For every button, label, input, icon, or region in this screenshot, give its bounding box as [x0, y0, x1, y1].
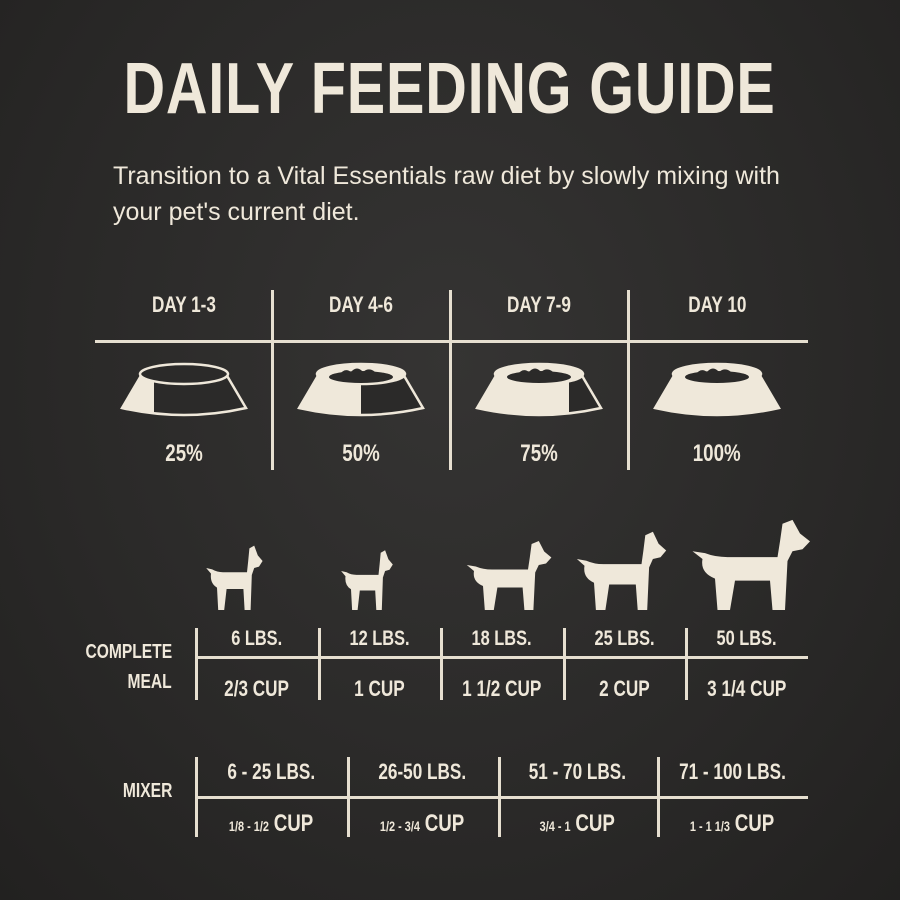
weight-range-cell: 6 - 25 LBS.: [227, 759, 315, 784]
divider: [347, 757, 350, 837]
weight-range-cell: 26-50 LBS.: [378, 759, 467, 784]
large-dog-icon: [692, 519, 810, 610]
divider: [440, 628, 443, 700]
divider: [449, 290, 452, 470]
day-header: DAY 10: [687, 292, 747, 317]
percent-label: 25%: [165, 440, 203, 467]
amount-cell: 3/4 - 1 CUP: [498, 810, 657, 838]
food-bowl-icon: [297, 362, 425, 417]
weight-range-cell: 51 - 70 LBS.: [528, 759, 627, 784]
amount-range: 1 - 1 1/3: [690, 818, 731, 834]
amount-cell: 1/2 - 3/4 CUP: [347, 810, 498, 838]
day-header: DAY 1-3: [152, 292, 216, 317]
weight-cell: 50 LBS.: [716, 627, 777, 650]
percent-label: 100%: [693, 440, 741, 467]
weight-cell: 6 LBS.: [231, 627, 282, 650]
day-header: DAY 4-6: [329, 292, 393, 317]
divider: [195, 628, 198, 700]
subtitle: Transition to a Vital Essentials raw die…: [113, 162, 780, 226]
divider: [498, 757, 501, 837]
percent-label: 50%: [342, 440, 380, 467]
food-bowl-icon: [653, 362, 781, 417]
amount-range: 1/2 - 3/4: [380, 818, 421, 834]
poodle-icon: [341, 550, 393, 610]
unit-label: CUP: [735, 810, 775, 837]
weight-cell: 25 LBS.: [594, 627, 655, 650]
page-title: DAILY FEEDING GUIDE: [0, 48, 900, 130]
food-bowl-icon: [120, 362, 248, 417]
divider: [685, 628, 688, 700]
title-text: DAILY FEEDING GUIDE: [123, 49, 777, 129]
divider: [563, 628, 566, 700]
amount-cell: 1 CUP: [354, 676, 405, 701]
divider: [195, 656, 808, 659]
divider: [195, 757, 198, 837]
amount-range: 3/4 - 1: [539, 818, 571, 834]
amount-range: 1/8 - 1/2: [228, 818, 269, 834]
percent-label: 75%: [520, 440, 558, 467]
amount-cell: 1 - 1 1/3 CUP: [657, 810, 808, 838]
mixer-label: MIXER: [122, 780, 172, 802]
weight-cell: 18 LBS.: [471, 627, 532, 650]
unit-label: CUP: [425, 810, 465, 837]
complete-meal-label: COMPLETE MEAL: [85, 641, 172, 693]
toy-dog-icon: [206, 545, 263, 610]
amount-cell: 2/3 CUP: [224, 676, 289, 701]
pug-icon: [466, 541, 552, 610]
unit-label: CUP: [575, 810, 616, 837]
divider: [627, 290, 630, 470]
food-bowl-icon: [475, 362, 603, 417]
divider: [195, 796, 808, 799]
unit-label: CUP: [273, 810, 314, 837]
divider: [271, 290, 274, 470]
amount-cell: 1/8 - 1/2 CUP: [195, 810, 347, 838]
weight-range-cell: 71 - 100 LBS.: [679, 759, 786, 784]
amount-cell: 3 1/4 CUP: [706, 676, 787, 701]
shiba-dog-icon: [576, 531, 667, 610]
divider: [657, 757, 660, 837]
divider: [318, 628, 321, 700]
day-header: DAY 7-9: [507, 292, 571, 317]
amount-cell: 1 1/2 CUP: [461, 676, 542, 701]
amount-cell: 2 CUP: [599, 676, 650, 701]
weight-cell: 12 LBS.: [349, 627, 410, 650]
